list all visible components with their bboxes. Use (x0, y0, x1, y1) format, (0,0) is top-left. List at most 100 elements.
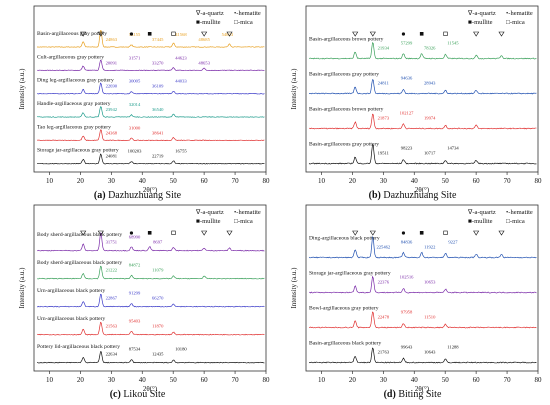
series-name: Body sherd-argillaceous black pottery (37, 232, 122, 238)
x-tick-label: 10 (318, 376, 326, 384)
peak-value-label: 16755 (175, 149, 187, 154)
peak-value-label: 21873 (378, 115, 390, 120)
y-axis-label: Intensity (a.u.) (290, 68, 298, 110)
mica-marker (443, 230, 448, 235)
peak-value-label: 225462 (376, 244, 390, 249)
peak-value-label: 36109 (152, 84, 164, 89)
peak-value-label: 102516 (400, 274, 414, 279)
legend-hematite: •-hematite (234, 209, 261, 216)
x-tick-label: 10 (46, 376, 54, 384)
peak-value-label: 33270 (152, 60, 164, 65)
series-line (309, 275, 537, 294)
series-name: Bowl-argillaceous gray pottery (309, 306, 379, 312)
hematite-marker (401, 32, 406, 36)
caption-a: (a) Dazhuzhuang Site (0, 190, 275, 201)
x-tick-label: 80 (263, 177, 271, 185)
peak-value-label: 8697 (153, 239, 163, 244)
peak-value-label: 36540 (152, 107, 164, 112)
y-axis-label: Intensity (a.u.) (290, 267, 298, 309)
legend-quartz: ∇-a-quartz (467, 208, 496, 216)
peak-value-label: 94636 (401, 75, 413, 80)
quartz-marker (473, 31, 480, 37)
caption-c-text: Likou Site (120, 389, 166, 400)
plot-frame (33, 5, 267, 173)
peak-value-label: 97958 (401, 309, 413, 314)
series-line (37, 129, 265, 142)
series-line (37, 232, 265, 252)
hematite-marker (129, 231, 134, 235)
peak-value-label: 24863 (106, 37, 118, 42)
peak-value-label: 22376 (378, 279, 390, 284)
peak-value-label: 11545 (447, 40, 459, 45)
series-name: Tao leg-argillaceous gray pottery (37, 124, 111, 130)
plot-frame (305, 204, 539, 372)
peak-value-label: 30005 (129, 79, 141, 84)
x-axis-label: 2θ(°) (143, 186, 158, 194)
peak-value-label: 14734 (447, 145, 459, 150)
series-name: Pottery lid-argillaceous black pottery (37, 344, 120, 350)
peak-value-label: 21563 (106, 323, 118, 328)
quartz-marker (201, 230, 208, 236)
quartz-marker (473, 230, 480, 236)
peak-value-label: 91299 (129, 290, 141, 295)
peak-value-label: 22867 (106, 295, 118, 300)
peak-value-label: 87534 (129, 346, 141, 351)
mullite-marker (147, 32, 152, 36)
peak-value-label: 22719 (152, 154, 164, 159)
mica-marker (171, 31, 176, 36)
caption-d: (d) Biting Site (275, 389, 550, 400)
x-tick-label: 50 (170, 177, 178, 185)
x-tick-label: 60 (473, 177, 481, 185)
series-line (308, 41, 537, 60)
legend-mullite: ■-mullite (196, 218, 221, 225)
series-name: Urn-argillaceous black pottery (37, 288, 105, 294)
legend-hematite: •-hematite (506, 209, 533, 216)
peak-value-label: 11870 (152, 323, 164, 328)
peak-value-label: 24081 (106, 154, 118, 159)
series-line (37, 106, 265, 118)
plot-frame (33, 204, 267, 372)
peak-value-label: 31751 (106, 239, 118, 244)
series-line (309, 113, 537, 130)
legend-mullite: ■-mullite (468, 19, 493, 26)
series-name: Basin-argillaceous black pottery (309, 341, 381, 347)
peak-value-label: 66270 (152, 295, 164, 300)
series-name: Basin-argillaceous brown pottery (309, 37, 384, 43)
series-name: Basin-argillaceous gray pottery (309, 72, 379, 78)
panel-a: 10 20 30 40 50 60 70 80 2θ(°) Intensity (a.u.) ∇-a… (18, 5, 271, 194)
x-tick-label: 30 (380, 376, 388, 384)
peak-value-label: 10717 (424, 150, 436, 155)
series-name: Basin-argillaceous gray pottery (309, 142, 379, 148)
quartz-marker (226, 230, 233, 236)
quartz-marker (80, 31, 87, 37)
peak-value-label: 98223 (401, 145, 413, 150)
peak-value-label: 21934 (378, 45, 390, 50)
x-tick-label: 80 (535, 376, 543, 384)
peak-value-label: 48653 (198, 60, 210, 65)
legend-quartz: ∇-a-quartz (195, 9, 224, 17)
series-name: Basin-argillaceous gray pottery (37, 31, 107, 37)
mica-marker (443, 31, 448, 36)
caption-b-label: (b) (368, 190, 381, 201)
x-axis-label: 2θ(°) (415, 186, 430, 194)
x-tick-label: 20 (349, 177, 357, 185)
x-tick-label: 20 (77, 376, 85, 384)
peak-value-label: 54823 (222, 32, 234, 37)
peak-value-label: 11079 (152, 267, 164, 272)
peak-value-label: 37445 (152, 37, 164, 42)
quartz-marker (352, 31, 359, 37)
peak-value-label: 22690 (106, 84, 118, 89)
x-tick-label: 70 (504, 177, 512, 185)
peak-value-label: 11288 (447, 344, 459, 349)
legend-hematite: •-hematite (506, 10, 533, 17)
peak-value-label: 102127 (400, 110, 414, 115)
quartz-marker (498, 230, 505, 236)
peak-value-label: 24368 (106, 130, 118, 135)
peak-value-label: 21222 (106, 267, 118, 272)
peak-value-label: 68990 (129, 234, 141, 239)
peak-value-label: 33155 (129, 32, 141, 37)
peak-value-label: 19511 (378, 150, 390, 155)
caption-a-label: (a) (93, 190, 106, 201)
x-tick-label: 30 (108, 177, 116, 185)
quartz-marker (498, 31, 505, 37)
